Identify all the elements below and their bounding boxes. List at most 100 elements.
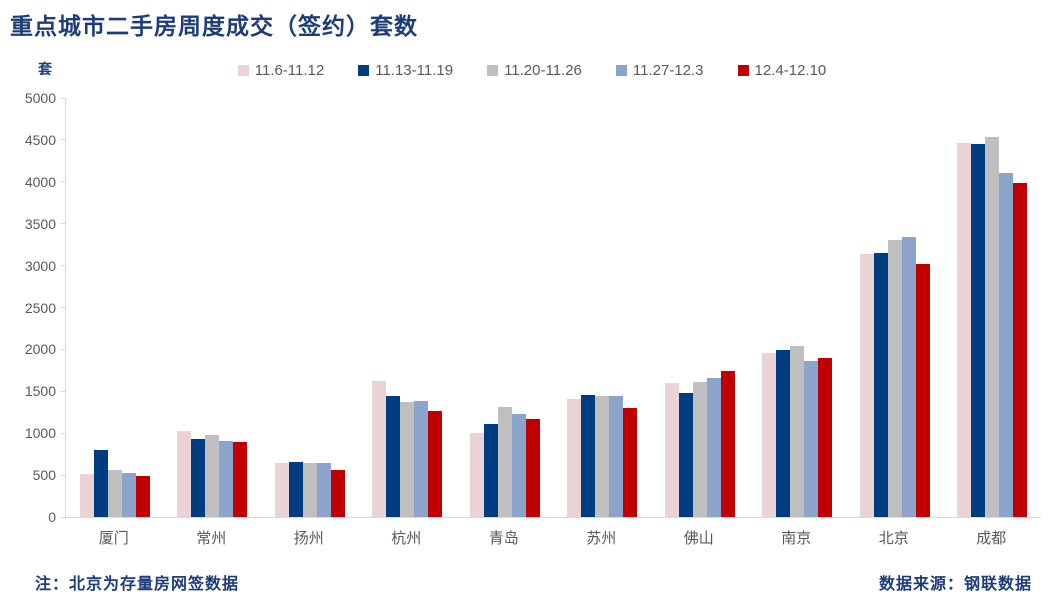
x-axis-label: 成都 (976, 530, 1007, 547)
x-axis-label: 佛山 (683, 530, 714, 547)
bar (915, 264, 930, 517)
bar (609, 395, 624, 517)
bar (776, 350, 791, 517)
bar (525, 418, 540, 517)
bar (233, 442, 248, 517)
bar (706, 378, 721, 517)
bar (274, 462, 289, 517)
legend-label: 11.20-11.26 (504, 62, 582, 79)
y-tick-mark (61, 390, 65, 392)
legend-swatch-icon (358, 65, 370, 76)
y-tick-label: 1500 (24, 383, 56, 400)
bar (678, 393, 693, 517)
bar (400, 401, 415, 517)
bar (901, 236, 916, 517)
y-tick-mark (61, 139, 65, 141)
bar (288, 462, 303, 517)
bar-group (944, 98, 1042, 517)
legend-label: 11.6-11.12 (254, 62, 325, 79)
y-tick-label: 3000 (24, 257, 56, 274)
bar (873, 253, 888, 517)
x-axis-label: 杭州 (391, 530, 422, 547)
legend-label: 11.13-11.19 (375, 62, 454, 79)
bar (567, 398, 582, 517)
bar (316, 462, 331, 517)
bar (762, 352, 777, 517)
bar-group (359, 98, 457, 517)
bar (177, 430, 192, 517)
legend-item: 11.6-11.12 (237, 62, 325, 79)
bar (469, 433, 484, 517)
bar (414, 400, 429, 517)
bar (428, 411, 443, 517)
x-axis-label: 扬州 (293, 530, 324, 547)
bar (985, 137, 1000, 517)
bar (386, 395, 401, 517)
bar-group (554, 98, 652, 517)
plot-area (61, 97, 1042, 518)
y-tick-mark (61, 432, 65, 434)
y-tick-label: 5000 (24, 90, 56, 106)
bar (623, 408, 638, 517)
bar (804, 360, 819, 517)
footer-source: 数据来源：钢联数据 (878, 576, 1032, 593)
bar (135, 475, 150, 517)
y-tick-mark (61, 516, 65, 518)
y-tick-label: 3500 (24, 215, 56, 232)
y-tick-label: 4000 (24, 173, 56, 190)
x-axis-label: 厦门 (98, 530, 129, 547)
y-tick-label: 4500 (24, 131, 56, 148)
y-tick-mark (61, 181, 65, 183)
y-tick-mark (61, 474, 65, 476)
legend-swatch-icon (487, 65, 499, 76)
bar (107, 469, 122, 517)
bar (664, 383, 679, 517)
y-tick-label: 1000 (24, 425, 56, 442)
x-axis-label: 南京 (781, 530, 812, 547)
bar (581, 395, 596, 517)
legend-item: 11.13-11.19 (358, 62, 453, 79)
legend-item: 12.4-12.10 (737, 62, 827, 79)
bar (859, 254, 874, 517)
legend-swatch-icon (615, 65, 627, 76)
legend-item: 11.20-11.26 (487, 62, 582, 79)
legend-label: 11.27-12.3 (632, 62, 704, 79)
bar (219, 440, 234, 517)
bar (720, 370, 735, 517)
bar (692, 382, 707, 517)
bar-group (261, 98, 359, 517)
legend-label: 12.4-12.10 (754, 62, 827, 79)
bar (790, 345, 805, 517)
legend: 11.6-11.12 11.13-11.19 11.20-11.26 11.27-12… (0, 62, 1064, 79)
x-axis-label: 青岛 (488, 530, 519, 547)
x-axis-label: 苏州 (586, 530, 617, 547)
legend-item: 11.27-12.3 (615, 62, 704, 79)
bar-group (651, 98, 749, 517)
footer-note: 注：北京为存量房网签数据 (35, 576, 240, 593)
y-tick-mark (61, 265, 65, 267)
bar (999, 173, 1014, 517)
bar (818, 357, 833, 517)
chart-title: 重点城市二手房周度成交（签约）套数 (10, 13, 418, 39)
bar (121, 473, 136, 517)
bar (93, 450, 108, 517)
y-tick-label: 2500 (24, 299, 56, 316)
y-tick-mark (61, 223, 65, 225)
y-tick-mark (61, 307, 65, 308)
bar (302, 462, 317, 517)
legend-swatch-icon (237, 65, 249, 76)
y-axis-unit-label: 套 (38, 61, 52, 77)
y-tick-mark (61, 97, 65, 99)
bar-group (749, 98, 847, 517)
bar (1013, 183, 1028, 517)
legend-swatch-icon (737, 65, 749, 76)
y-tick-mark (61, 348, 65, 350)
y-tick-label: 500 (32, 467, 56, 484)
bar-group (66, 98, 164, 517)
x-axis-label: 常州 (196, 530, 227, 547)
bar (511, 413, 526, 517)
bar (330, 470, 345, 517)
bar (191, 439, 206, 517)
bar (205, 435, 220, 517)
